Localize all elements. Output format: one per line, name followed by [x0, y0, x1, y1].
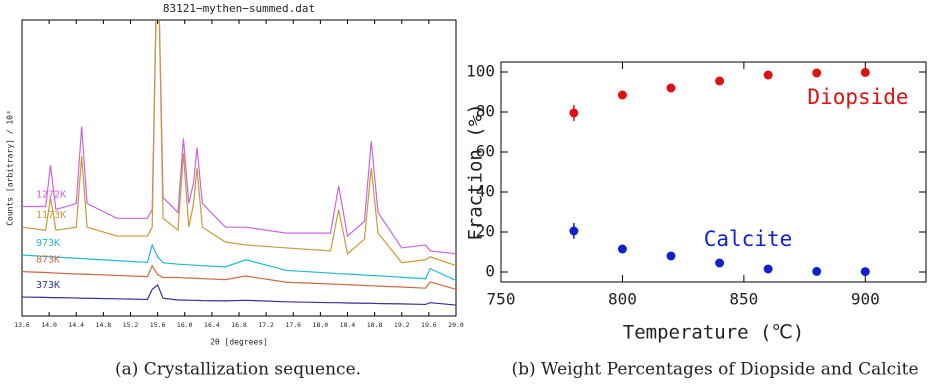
series-label: 973K [36, 238, 60, 249]
trace [22, 243, 456, 282]
y-tick-label: 80 [476, 102, 495, 121]
series-label: 873K [36, 255, 60, 266]
trace [22, 20, 456, 267]
trace [22, 20, 456, 255]
x-tick-label: 17.2 [258, 321, 274, 329]
x-tick-label: 14.8 [96, 321, 112, 329]
series-label: Calcite [704, 227, 793, 251]
point [860, 267, 870, 277]
x-tick-label: 16.0 [177, 321, 193, 329]
series-label: 1272K [36, 189, 66, 200]
x-tick-label: 16.8 [231, 321, 247, 329]
x-tick-label: 16.4 [204, 321, 220, 329]
x-tick-label: 18.8 [367, 321, 383, 329]
y-tick-label: 100 [466, 62, 495, 81]
trace [22, 264, 456, 290]
point [666, 83, 676, 93]
point [569, 108, 579, 118]
y-axis-label: Fraction (%) [465, 103, 487, 240]
y-tick-label: 40 [476, 182, 495, 201]
x-tick-label: 850 [729, 290, 758, 309]
x-tick-label: 19.6 [421, 321, 437, 329]
traces [22, 20, 456, 306]
point [617, 90, 627, 100]
x-tick-label: 900 [851, 290, 880, 309]
point [666, 251, 676, 261]
series-label: 373K [36, 280, 60, 291]
y-tick-label: 60 [476, 142, 495, 161]
x-tick-label: 15.6 [150, 321, 166, 329]
x-tick-label: 800 [608, 290, 637, 309]
point [715, 258, 725, 268]
y-tick-label: 0 [485, 262, 495, 281]
plot-frame [21, 19, 457, 317]
x-axis-label: 2θ [degrees] [210, 338, 268, 347]
point [763, 264, 773, 274]
x-tick-label: 14.0 [41, 321, 57, 329]
x-tick-label: 750 [487, 290, 516, 309]
y-axis-label: Counts [arbitrary] / 10³ [6, 110, 15, 226]
point [812, 68, 822, 78]
plot-frame [500, 61, 927, 283]
x-tick-label: 20.0 [448, 321, 464, 329]
caption: (a) Crystallization sequence. [115, 360, 361, 380]
x-tick-label: 18.0 [313, 321, 329, 329]
point [715, 76, 725, 86]
trace [22, 283, 456, 306]
point [569, 226, 579, 236]
point [860, 67, 870, 77]
series-label: 1173K [36, 210, 66, 221]
point [763, 70, 773, 80]
y-tick-label: 20 [476, 222, 495, 241]
point [812, 266, 822, 276]
x-axis-label: Temperature (℃) [623, 322, 804, 344]
x-tick-label: 13.6 [14, 321, 30, 329]
series-label: Diopside [807, 85, 908, 109]
x-tick-label: 19.2 [394, 321, 410, 329]
chart-title: 83121−mythen−summed.dat [163, 2, 315, 15]
x-tick-label: 17.6 [285, 321, 301, 329]
x-tick-label: 15.2 [123, 321, 139, 329]
point [617, 244, 627, 254]
x-tick-label: 14.4 [68, 321, 84, 329]
caption: (b) Weight Percentages of Diopside and C… [511, 360, 918, 380]
x-tick-label: 18.4 [340, 321, 356, 329]
